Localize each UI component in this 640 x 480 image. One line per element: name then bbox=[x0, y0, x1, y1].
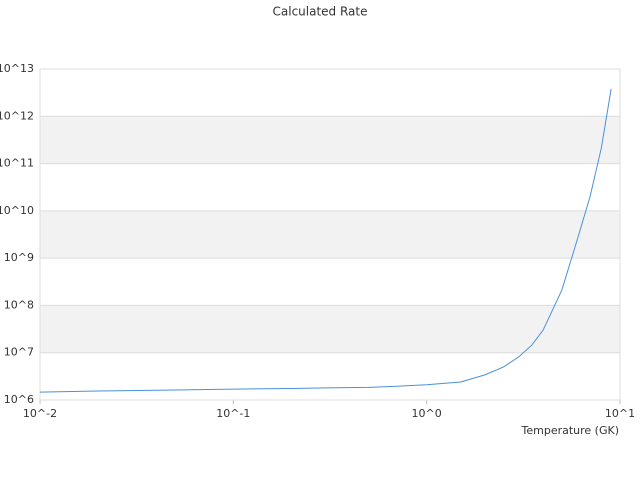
x-tick-label: 10^1 bbox=[605, 407, 635, 420]
data-line bbox=[39, 88, 612, 393]
y-tick-label: 10^13 bbox=[0, 62, 34, 75]
y-tick-label: 10^11 bbox=[0, 157, 34, 170]
y-tick-label: 10^7 bbox=[4, 346, 34, 359]
x-tick-label: 10^0 bbox=[412, 407, 442, 420]
x-tick-label: 10^-2 bbox=[23, 407, 57, 420]
y-tick-label: 10^12 bbox=[0, 109, 34, 122]
grid-band bbox=[40, 210, 620, 259]
grid-band bbox=[40, 116, 620, 164]
y-tick-label: 10^9 bbox=[4, 251, 34, 264]
plot-frame bbox=[39, 68, 621, 401]
x-tick-label: 10^-1 bbox=[216, 407, 250, 420]
y-tick-label: 10^6 bbox=[4, 393, 34, 406]
chart-title: Calculated Rate bbox=[273, 5, 368, 19]
grid-band bbox=[40, 305, 620, 353]
x-axis-label: Temperature (GK) bbox=[521, 424, 620, 437]
y-tick-label: 10^10 bbox=[0, 204, 34, 217]
y-tick-label: 10^8 bbox=[4, 298, 34, 311]
